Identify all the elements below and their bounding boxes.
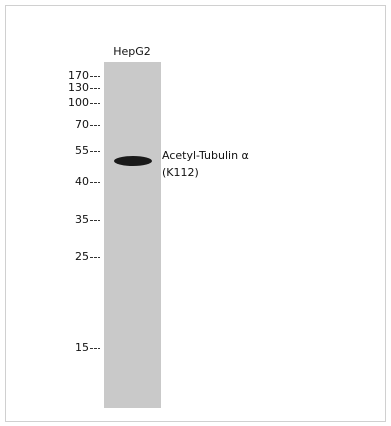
marker-label: 40: [75, 175, 89, 188]
lane-label: HepG2: [113, 45, 151, 58]
marker-label: 70: [75, 118, 89, 131]
blot-figure: HepG2 170130100705540352515 Acetyl-Tubul…: [0, 0, 391, 426]
lane: [104, 62, 161, 408]
frame: [6, 6, 386, 422]
marker-label: 15: [75, 341, 89, 354]
band-label: Acetyl-Tubulin α: [162, 149, 249, 162]
marker-label: 100: [68, 96, 89, 109]
band: [114, 156, 152, 166]
marker-label: 35: [75, 213, 89, 226]
marker-label: 25: [75, 250, 89, 263]
marker-label: 55: [75, 144, 89, 157]
marker-label: 130: [68, 81, 89, 94]
band-label: (K112): [162, 166, 199, 179]
